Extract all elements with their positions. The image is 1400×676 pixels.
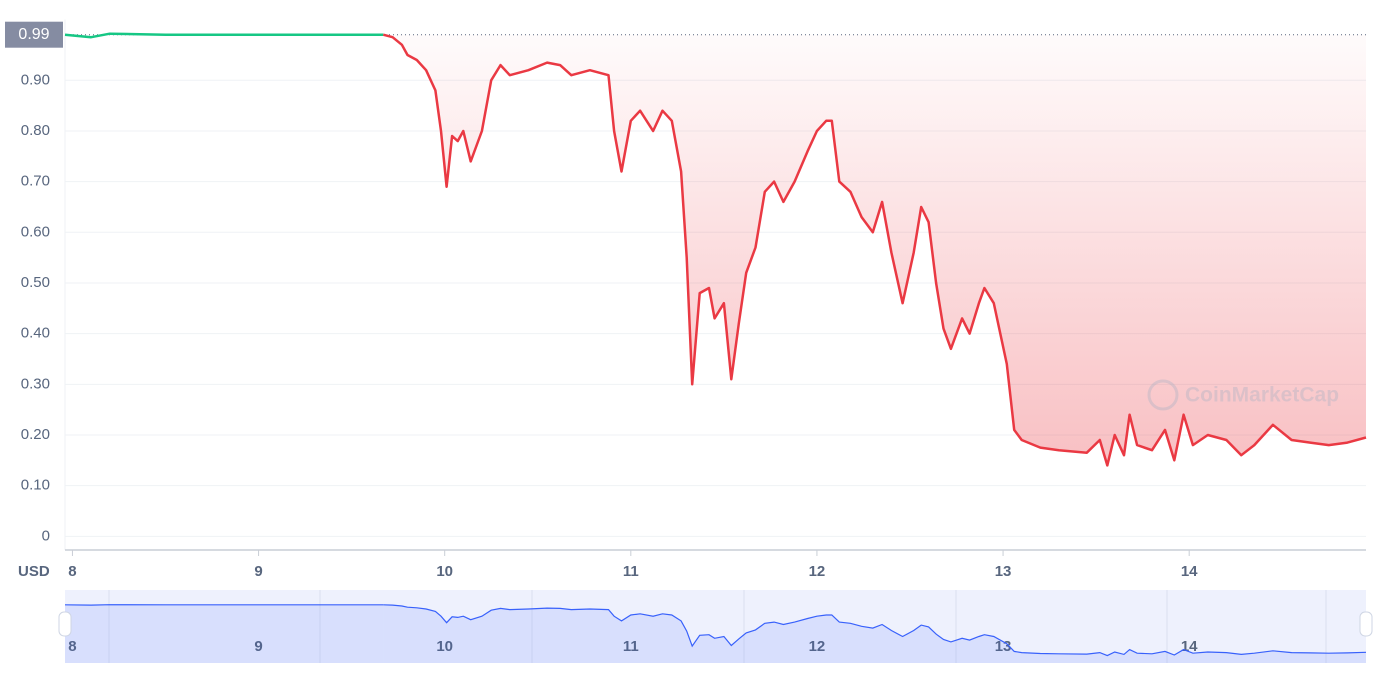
watermark: CoinMarketCap — [1147, 379, 1339, 411]
reference-badge — [5, 21, 63, 48]
unit-label: USD — [18, 563, 50, 580]
y-tick-label: 0.20 — [21, 426, 50, 443]
navigator-tick-label: 13 — [995, 638, 1012, 655]
y-tick-label: 0.90 — [21, 71, 50, 88]
navigator-tick-label: 11 — [623, 638, 639, 655]
navigator-separators — [108, 590, 1327, 663]
x-tick-label: 10 — [436, 563, 453, 580]
navigator-area — [65, 604, 384, 663]
x-tick-label: 12 — [809, 563, 826, 580]
y-tick-label: 0.80 — [21, 122, 50, 139]
navigator-handle-left[interactable] — [58, 611, 72, 637]
navigator-tick-label: 12 — [809, 638, 826, 655]
y-tick-label: 0.40 — [21, 325, 50, 342]
y-tick-label: 0.50 — [21, 274, 50, 291]
navigator-line — [383, 604, 1367, 657]
watermark-text: CoinMarketCap — [1185, 384, 1339, 407]
x-tick-label: 9 — [254, 563, 262, 580]
price-line — [64, 32, 384, 39]
navigator-tick-label: 10 — [436, 638, 453, 655]
navigator-tick-label: 9 — [254, 638, 262, 655]
y-tick-label: 0 — [42, 527, 50, 544]
x-tick-label: 14 — [1181, 563, 1198, 580]
price-line — [382, 33, 1367, 467]
x-tick-label: 11 — [623, 563, 639, 580]
area — [383, 34, 1366, 466]
navigator-handle-right[interactable] — [1359, 611, 1373, 637]
x-tick-label: 8 — [68, 563, 76, 580]
y-tick-label: 0.30 — [21, 375, 50, 392]
navigator-background — [65, 590, 1366, 663]
x-tick-label: 13 — [995, 563, 1012, 580]
y-tick-label: 0.70 — [21, 173, 50, 190]
y-tick-label: 0.10 — [21, 477, 50, 494]
y-tick-label: 0.60 — [21, 223, 50, 240]
reference-label: 0.99 — [18, 26, 49, 43]
navigator-area — [383, 604, 1366, 663]
navigator-tick-label: 8 — [68, 638, 76, 655]
